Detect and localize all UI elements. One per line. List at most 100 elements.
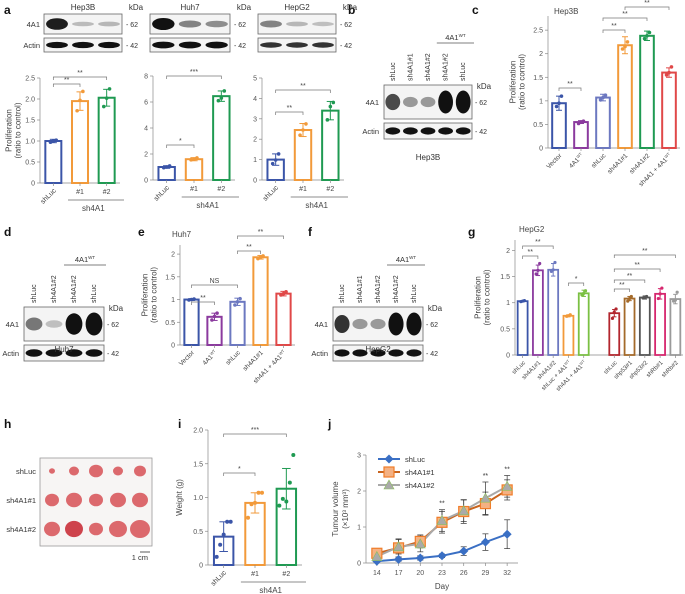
significance-label: ** — [200, 295, 206, 302]
row-label-actin: Actin — [311, 349, 328, 358]
tumour — [44, 521, 60, 537]
blot-cell-label: Hep3B — [416, 153, 440, 162]
tumour — [134, 465, 146, 477]
blot-cell-label: Huh7 — [180, 3, 200, 12]
legend-marker — [384, 454, 394, 464]
data-point — [436, 514, 448, 525]
data-point — [669, 65, 674, 69]
y-tick-label: 1.5 — [500, 274, 510, 281]
bar — [547, 268, 560, 356]
significance-label: ** — [528, 249, 534, 256]
y-axis-label: (ratio to control) — [483, 269, 492, 325]
chart-title: Huh7 — [172, 230, 192, 239]
data-point — [559, 94, 564, 98]
bar — [623, 297, 636, 356]
significance-bracket — [522, 245, 554, 249]
y-tick-label: 1.5 — [533, 75, 543, 82]
data-point — [276, 152, 281, 156]
significance-label: ** — [483, 473, 489, 480]
lane-label: sh4A1#2 — [443, 53, 450, 81]
significance-label: ** — [439, 501, 445, 508]
blot-band — [72, 41, 94, 49]
blot-cell-label: HepG2 — [284, 3, 310, 12]
marker-62: - 62 — [475, 100, 487, 107]
y-tick-label: 0.5 — [193, 529, 203, 536]
data-point — [554, 104, 559, 109]
lane-label: sh4A1#2 — [375, 275, 382, 303]
data-point — [78, 98, 82, 103]
group-label: sh4A1 — [259, 586, 282, 594]
x-tick-label: Vector — [178, 349, 197, 368]
y-tick-label: 1.0 — [193, 495, 203, 502]
blot-4a1-row — [383, 84, 473, 120]
data-point — [414, 538, 426, 549]
tumour — [89, 464, 103, 478]
y-tick-label: 2 — [357, 489, 361, 496]
blot-band — [406, 312, 422, 336]
blot-band — [352, 318, 368, 330]
row-label-actin: Actin — [23, 41, 40, 50]
blot-cell-label: HepG2 — [365, 345, 391, 354]
x-tick-label: #1 — [299, 186, 307, 193]
tumour — [89, 493, 103, 507]
significance-bracket — [223, 472, 256, 476]
data-point — [645, 294, 649, 299]
x-tick-label: 23 — [438, 570, 446, 577]
data-point — [557, 101, 561, 106]
data-point — [583, 289, 588, 293]
tumour — [113, 466, 123, 476]
y-axis-label: (×10³ mm³) — [341, 489, 350, 529]
significance-bracket — [223, 433, 287, 437]
tumour — [45, 493, 59, 507]
data-point — [415, 553, 425, 563]
panel-letter-h: h — [4, 417, 11, 431]
data-point — [298, 133, 302, 137]
data-point — [623, 44, 627, 49]
blot-cell-label: Hep3B — [71, 3, 95, 12]
data-point — [304, 122, 308, 126]
data-point — [534, 272, 538, 276]
y-tick-label: 0.5 — [165, 320, 175, 327]
panel-letter-c: c — [472, 3, 479, 17]
x-tick-label: #2 — [217, 186, 225, 193]
blot-band — [65, 349, 83, 357]
significance-label: NS — [210, 278, 220, 285]
x-tick-label: Vector — [545, 152, 564, 171]
data-point — [437, 551, 447, 561]
x-tick-label: shRb#2 — [661, 360, 680, 379]
data-point — [164, 165, 169, 169]
marker-42: - 42 — [126, 43, 138, 50]
y-tick-label: 6 — [144, 100, 148, 107]
data-point — [536, 268, 540, 272]
data-point — [273, 158, 278, 162]
y-tick-label: 2 — [539, 51, 543, 58]
y-tick-label: 2 — [144, 152, 148, 159]
tumour — [130, 520, 150, 538]
data-point — [553, 260, 557, 265]
blot-band — [178, 41, 202, 49]
lane-label: sh4A1#2 — [51, 275, 58, 303]
data-point — [189, 158, 193, 162]
kda-label: kDa — [109, 304, 124, 313]
lane-label: shLuc — [91, 284, 98, 303]
y-axis-label: Proliferation — [5, 109, 14, 152]
blot-actin-row — [332, 344, 424, 362]
tumour — [69, 466, 79, 476]
lane-label: shLuc — [390, 62, 397, 81]
data-point — [394, 554, 404, 564]
data-point — [458, 505, 470, 516]
bar — [252, 256, 269, 347]
panel-letter-g: g — [468, 225, 475, 239]
chart-title: HepG2 — [519, 225, 545, 234]
significance-bracket — [191, 301, 215, 305]
x-tick-label: 29 — [482, 570, 490, 577]
data-point — [393, 541, 405, 552]
data-point — [291, 452, 296, 457]
x-tick-label: 17 — [395, 570, 403, 577]
photo-row-label: sh4A1#1 — [6, 496, 36, 505]
significance-bracket — [52, 76, 108, 80]
blot-band — [286, 21, 308, 27]
x-tick-label: 4A1WT — [200, 348, 219, 367]
tumour — [66, 492, 82, 508]
bar — [44, 140, 63, 184]
